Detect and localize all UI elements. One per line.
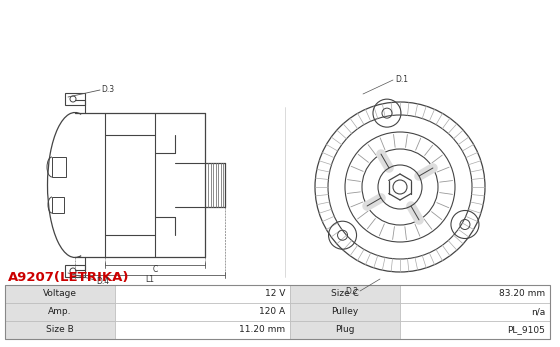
Text: 83.20 mm: 83.20 mm bbox=[499, 289, 545, 298]
Text: A9207(LETRIKA): A9207(LETRIKA) bbox=[8, 271, 129, 283]
Text: 12 V: 12 V bbox=[265, 289, 285, 298]
Bar bbox=[5, 321, 115, 339]
Bar bbox=[5, 303, 115, 321]
Bar bbox=[65, 265, 85, 277]
Bar bbox=[400, 303, 550, 321]
Bar bbox=[290, 303, 400, 321]
Text: Amp.: Amp. bbox=[48, 307, 72, 316]
Bar bbox=[65, 93, 85, 105]
Text: PL_9105: PL_9105 bbox=[507, 325, 545, 335]
Text: Size C: Size C bbox=[331, 289, 359, 298]
Text: Plug: Plug bbox=[335, 325, 354, 335]
Bar bbox=[290, 321, 400, 339]
Bar bbox=[290, 285, 400, 303]
Bar bbox=[400, 285, 550, 303]
Bar bbox=[115, 285, 290, 303]
Text: L1: L1 bbox=[146, 276, 155, 285]
Bar bbox=[115, 321, 290, 339]
Bar bbox=[5, 285, 550, 339]
Text: 11.20 mm: 11.20 mm bbox=[239, 325, 285, 335]
Text: 120 A: 120 A bbox=[259, 307, 285, 316]
Bar bbox=[52, 157, 66, 177]
Text: D.2: D.2 bbox=[345, 288, 358, 296]
Bar bbox=[52, 197, 64, 213]
Text: C: C bbox=[152, 265, 157, 274]
Text: D.1: D.1 bbox=[395, 75, 408, 84]
Bar bbox=[115, 303, 290, 321]
Bar bbox=[5, 285, 115, 303]
Text: Pulley: Pulley bbox=[332, 307, 358, 316]
Text: D.3: D.3 bbox=[101, 85, 115, 93]
Bar bbox=[400, 321, 550, 339]
Text: Voltage: Voltage bbox=[43, 289, 77, 298]
Text: Size B: Size B bbox=[46, 325, 74, 335]
Text: D.4: D.4 bbox=[96, 278, 110, 287]
Text: n/a: n/a bbox=[531, 307, 545, 316]
